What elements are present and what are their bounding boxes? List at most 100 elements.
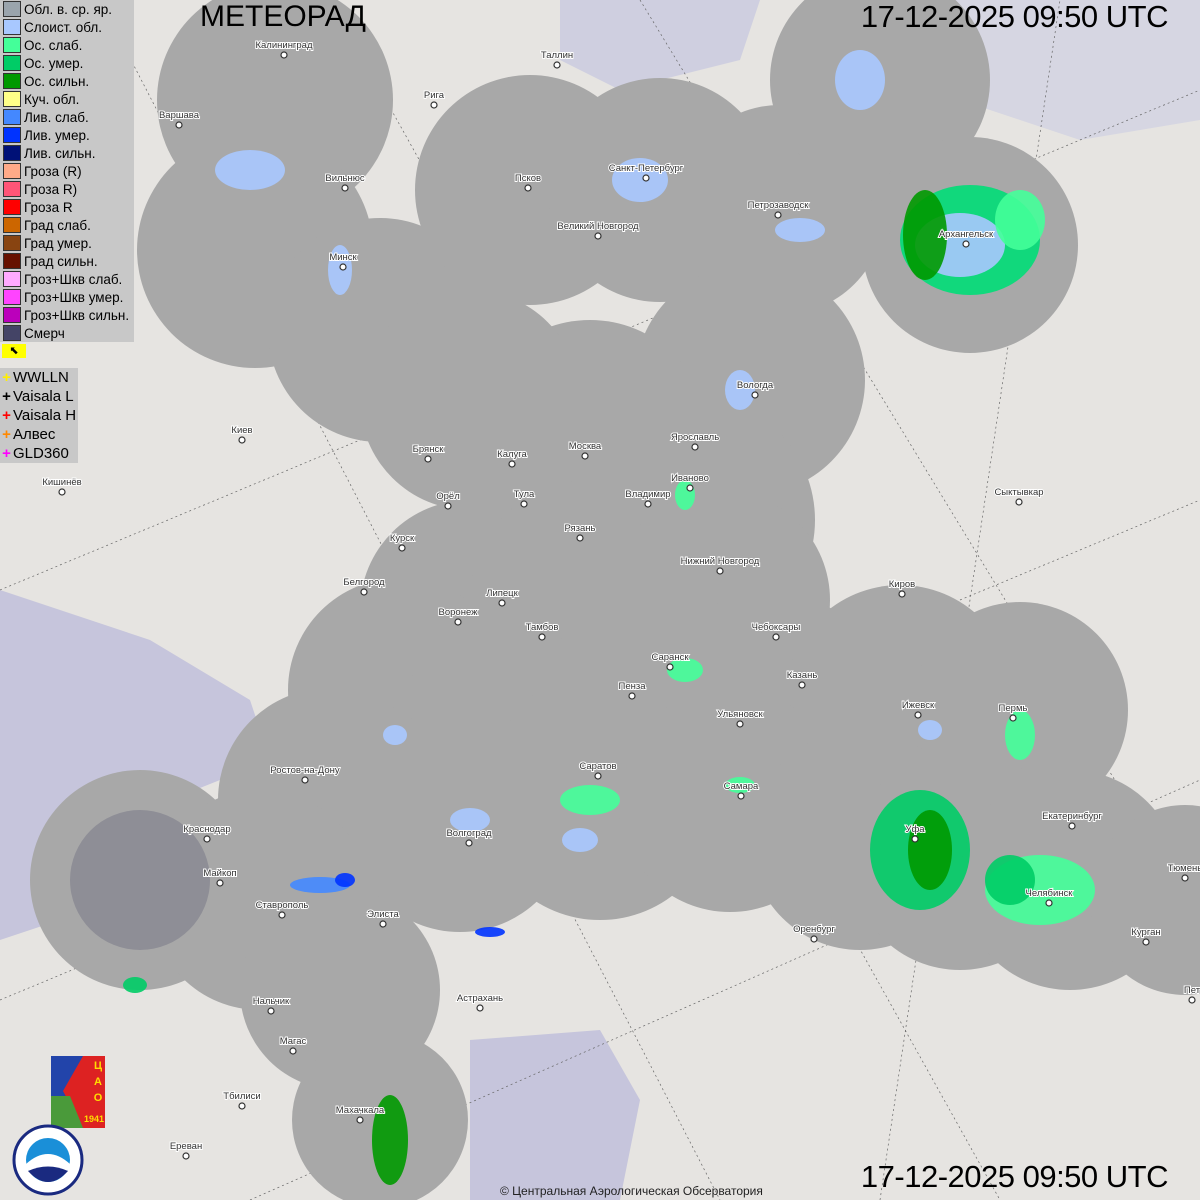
city-marker[interactable]: Махачкала	[335, 1104, 386, 1124]
city-marker[interactable]: Екатеринбург	[1041, 810, 1103, 830]
app-title: МЕТЕОРАД	[200, 0, 366, 33]
city-marker[interactable]: Тбилиси	[222, 1090, 262, 1110]
city-marker[interactable]: Вологда	[736, 379, 775, 399]
city-marker[interactable]: Ставрополь	[255, 899, 309, 919]
city-label: Владимир	[625, 489, 670, 500]
city-marker[interactable]: Сыктывкар	[993, 486, 1045, 506]
city-marker[interactable]: Архангельск	[938, 228, 995, 248]
city-marker[interactable]: Уфа	[904, 823, 926, 843]
legend-label: Гроз+Шкв слаб.	[24, 271, 123, 287]
city-marker[interactable]: Пенза	[618, 680, 647, 700]
lightning-source: + WWLLN	[0, 368, 76, 387]
city-marker[interactable]: Липецк	[485, 587, 520, 607]
city-marker[interactable]: Элиста	[366, 908, 401, 928]
legend-swatch	[3, 91, 21, 107]
city-marker[interactable]: Минск	[328, 251, 359, 271]
city-marker[interactable]: Брянск	[412, 443, 445, 463]
city-marker[interactable]: Тамбов	[525, 621, 559, 641]
city-marker[interactable]: Астрахань	[456, 992, 504, 1012]
precipitation-echo	[328, 245, 352, 295]
city-label: Кишинёв	[42, 477, 81, 488]
city-marker[interactable]: Рязань	[563, 522, 597, 542]
legend-swatch	[3, 37, 21, 53]
city-marker[interactable]: Киев	[230, 424, 254, 444]
city-label: Нальчик	[253, 996, 290, 1007]
city-marker[interactable]: Калуга	[496, 448, 529, 468]
city-dot-icon	[774, 211, 782, 219]
city-marker[interactable]: Санкт-Петербург	[608, 162, 685, 182]
city-marker[interactable]: Владимир	[624, 488, 672, 508]
lightning-source-label: GLD360	[13, 445, 69, 462]
city-marker[interactable]: Тюмень	[1167, 862, 1200, 882]
precipitation-echo	[1005, 710, 1035, 760]
city-marker[interactable]: Курск	[389, 532, 416, 552]
city-marker[interactable]: Псков	[514, 172, 542, 192]
city-marker[interactable]: Самара	[723, 780, 760, 800]
city-marker[interactable]: Ереван	[169, 1140, 203, 1160]
city-marker[interactable]: Петрозаводск	[747, 199, 810, 219]
legend-item: Град сильн.	[0, 252, 134, 270]
city-marker[interactable]: Чебоксары	[751, 621, 801, 641]
city-marker[interactable]: Варшава	[158, 109, 201, 129]
radar-circle	[1090, 805, 1200, 995]
city-dot-icon	[691, 443, 699, 451]
city-marker[interactable]: Воронеж	[438, 606, 479, 626]
city-marker[interactable]: Оренбург	[792, 923, 836, 943]
precipitation-echoes	[123, 50, 1095, 1185]
city-marker[interactable]: Вильнюс	[324, 172, 366, 192]
city-marker[interactable]: Челябинск	[1025, 887, 1074, 907]
city-marker[interactable]: Ярославль	[670, 431, 720, 451]
city-marker[interactable]: Ижевск	[901, 699, 936, 719]
city-marker[interactable]: Нижний Новгород	[680, 555, 761, 575]
city-marker[interactable]: Волгоград	[445, 827, 493, 847]
city-dot-icon	[267, 1007, 275, 1015]
city-dot-icon	[278, 911, 286, 919]
city-dot-icon	[356, 1116, 364, 1124]
city-marker[interactable]: Ульяновск	[716, 708, 765, 728]
legend-label: Смерч	[24, 325, 65, 341]
city-marker[interactable]: Нальчик	[252, 995, 291, 1015]
baltic-gulf	[560, 0, 760, 90]
city-label: Вологда	[737, 380, 774, 391]
city-marker[interactable]: Тула	[513, 488, 536, 508]
city-marker[interactable]: Киров	[888, 578, 916, 598]
legend-swatch	[3, 181, 21, 197]
city-marker[interactable]: Саранск	[651, 651, 690, 671]
city-marker[interactable]: Пет	[1183, 984, 1200, 1004]
city-dot-icon	[798, 681, 806, 689]
city-marker[interactable]: Ростов-на-Дону	[269, 764, 341, 784]
city-marker[interactable]: Великий Новгород	[556, 220, 640, 240]
city-marker[interactable]: Калининград	[254, 39, 314, 59]
svg-text:А: А	[94, 1076, 102, 1088]
city-marker[interactable]: Иваново	[670, 472, 710, 492]
city-dot-icon	[430, 101, 438, 109]
svg-text:О: О	[94, 1092, 103, 1104]
city-marker[interactable]: Майкоп	[202, 867, 238, 887]
city-dot-icon	[772, 633, 780, 641]
city-marker[interactable]: Белгород	[342, 576, 386, 596]
legend-item: Слоист. обл.	[0, 18, 134, 36]
legend: Обл. в. ср. яр. Слоист. обл. Ос. слаб. Ос. …	[0, 0, 134, 342]
lightning-source: + Алвес	[0, 425, 76, 444]
city-marker[interactable]: Таллин	[540, 49, 574, 69]
city-marker[interactable]: Москва	[568, 440, 603, 460]
city-marker[interactable]: Рига	[423, 89, 446, 109]
city-dot-icon	[508, 460, 516, 468]
precipitation-echo	[918, 720, 942, 740]
city-dot-icon	[716, 567, 724, 575]
city-marker[interactable]: Пермь	[998, 702, 1028, 722]
city-marker[interactable]: Курган	[1130, 926, 1162, 946]
city-marker[interactable]: Краснодар	[182, 823, 232, 843]
city-dot-icon	[476, 1004, 484, 1012]
city-marker[interactable]: Казань	[786, 669, 818, 689]
city-marker[interactable]: Магас	[279, 1035, 308, 1055]
city-dot-icon	[898, 590, 906, 598]
legend-item: Гроз+Шкв умер.	[0, 288, 134, 306]
city-dot-icon	[398, 544, 406, 552]
city-marker[interactable]: Саратов	[578, 760, 618, 780]
city-marker[interactable]: Орёл	[435, 490, 461, 510]
city-marker[interactable]: Кишинёв	[41, 476, 83, 496]
arrow-flag-icon[interactable]: ⬉	[2, 344, 26, 358]
legend-item: Гроз+Шкв сильн.	[0, 306, 134, 324]
